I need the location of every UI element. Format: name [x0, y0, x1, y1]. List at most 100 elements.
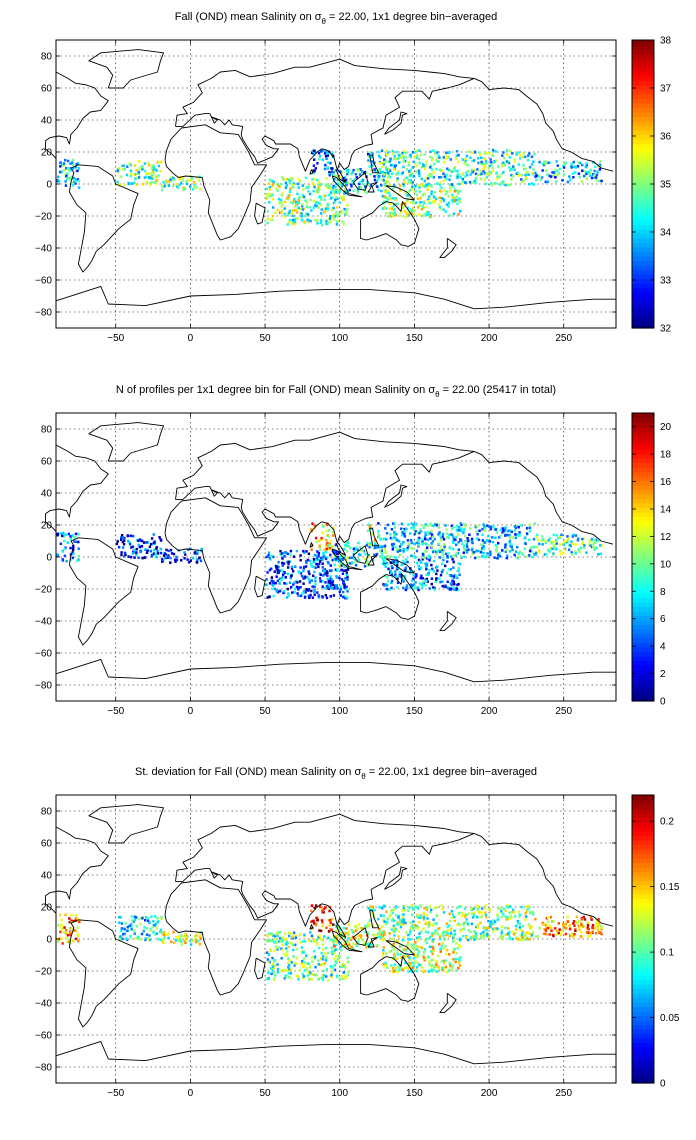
data-cell [552, 540, 555, 544]
data-cell [329, 187, 332, 190]
data-cell [461, 158, 465, 161]
data-cell [284, 954, 287, 958]
data-cell [333, 957, 336, 961]
data-cell [283, 938, 286, 942]
data-cell [429, 166, 432, 169]
data-cell [324, 163, 327, 167]
data-cell [287, 592, 290, 595]
data-cell [70, 919, 73, 923]
data-cell [396, 548, 400, 551]
data-cell [561, 179, 564, 182]
data-cell [462, 546, 465, 549]
data-cell [370, 532, 374, 536]
data-cell [367, 153, 370, 156]
data-cell [307, 578, 311, 581]
data-cell [457, 967, 460, 970]
data-cell [431, 157, 434, 161]
data-cell [432, 968, 435, 972]
data-cell [333, 937, 336, 940]
data-cell [313, 185, 316, 189]
data-cell [338, 926, 341, 930]
data-cell [391, 559, 394, 563]
colorbar-step [632, 593, 654, 599]
data-cell [336, 556, 340, 559]
data-cell [276, 963, 279, 966]
data-cell [325, 219, 328, 223]
data-cell [460, 172, 464, 175]
data-cell [566, 535, 569, 538]
data-cell [434, 199, 437, 203]
colorbar-step [632, 948, 654, 954]
data-cell [411, 181, 414, 184]
data-cell [356, 191, 360, 194]
data-cell [571, 553, 574, 556]
data-cell [296, 581, 299, 584]
data-cell [427, 931, 430, 934]
data-cell [399, 952, 402, 956]
data-cell [402, 948, 405, 952]
data-cell [333, 968, 337, 972]
data-cell [595, 546, 598, 550]
data-cell [288, 209, 291, 213]
data-cell [332, 170, 335, 174]
data-cell [155, 175, 159, 179]
data-cell [347, 930, 350, 934]
data-cell [425, 160, 428, 163]
data-cell [441, 967, 444, 970]
data-cell [504, 543, 507, 547]
data-cell [442, 548, 446, 551]
data-cell [435, 197, 438, 201]
data-cell [589, 916, 593, 919]
data-cell [483, 157, 487, 161]
data-cell [510, 530, 513, 534]
data-cell [586, 931, 589, 934]
data-cell [272, 949, 276, 953]
data-cell [403, 561, 406, 564]
data-cell [286, 572, 289, 576]
data-cell [290, 585, 293, 589]
data-cell [412, 964, 415, 968]
data-cell [351, 931, 355, 934]
data-cell [404, 904, 407, 908]
data-cell [398, 553, 402, 557]
data-cell [455, 529, 459, 533]
data-cell [323, 194, 326, 198]
colorbar-step [632, 880, 654, 886]
data-cell [364, 930, 367, 934]
data-cell [448, 574, 452, 578]
data-cell [420, 567, 423, 570]
data-cell [118, 915, 121, 919]
data-cell [518, 173, 522, 176]
data-cell [278, 936, 282, 940]
data-cell [416, 952, 420, 956]
data-cell [524, 542, 527, 545]
data-cell [393, 536, 396, 539]
data-cell [475, 915, 478, 919]
data-cell [273, 570, 276, 573]
y-tick-label: −20 [35, 212, 52, 223]
data-cell [394, 969, 397, 972]
data-cell [474, 934, 477, 938]
data-cell [71, 184, 75, 187]
data-cell [437, 154, 440, 157]
data-cell [456, 160, 460, 164]
data-cell [451, 527, 454, 530]
data-cell [451, 200, 455, 204]
data-cell [536, 533, 539, 537]
data-cell [318, 577, 322, 580]
data-cell [366, 181, 369, 184]
data-cell [431, 934, 434, 938]
data-cell [310, 548, 313, 551]
data-cell [364, 553, 367, 556]
data-cell [394, 164, 398, 167]
data-cell [485, 161, 488, 165]
data-cell [431, 939, 434, 943]
data-cell [328, 909, 331, 913]
data-cell [452, 951, 455, 954]
colorbar-step [632, 966, 654, 972]
data-cell [319, 183, 322, 186]
data-cell [393, 210, 396, 213]
data-cell [457, 562, 460, 565]
data-cell [476, 923, 480, 927]
data-cell [311, 178, 314, 181]
